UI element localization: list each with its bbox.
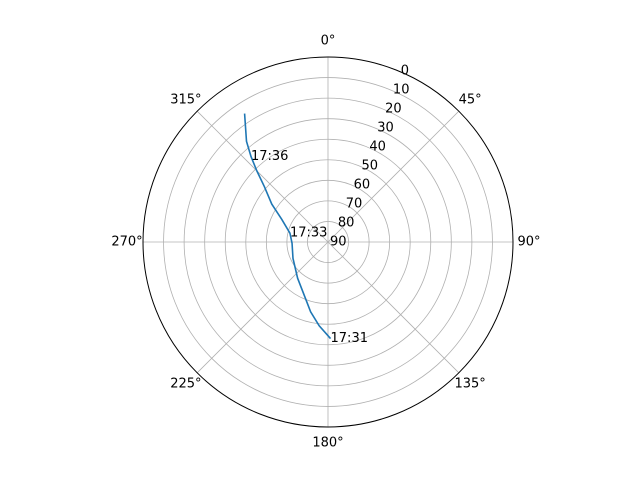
grid-spoke (196, 241, 329, 374)
r-tick-label: 20 (385, 102, 402, 117)
frame-layer (142, 56, 514, 428)
r-tick-label: 80 (338, 216, 355, 231)
theta-tick-label: 0° (321, 34, 336, 49)
series-layer (243, 113, 332, 340)
r-tick-label: 40 (369, 140, 386, 155)
theta-tick-label: 45° (459, 92, 482, 107)
grid-spoke (327, 241, 460, 374)
time-annotation: 17:36 (251, 149, 288, 164)
annotations: 17:31 17:33 17:36 (251, 149, 368, 346)
theta-tick-label: 90° (517, 235, 540, 250)
polar-frame (142, 56, 514, 428)
r-tick-label: 50 (361, 159, 378, 174)
time-annotation: 17:33 (290, 226, 327, 241)
grid-spoke (327, 110, 460, 243)
radial-tick-labels: 0 10 20 30 40 50 60 70 80 90 (330, 64, 409, 250)
theta-tick-label: 135° (454, 377, 485, 392)
r-tick-label: 70 (346, 197, 363, 212)
theta-tick-label: 225° (170, 377, 201, 392)
theta-tick-label: 270° (111, 235, 142, 250)
grid-spoke (196, 110, 329, 243)
series-line (243, 113, 332, 340)
r-tick-label: 30 (377, 121, 394, 136)
time-annotation: 17:31 (331, 331, 368, 346)
grid-layer (143, 57, 513, 427)
r-tick-label: 60 (354, 178, 371, 193)
r-tick-label: 0 (401, 64, 409, 79)
theta-tick-label: 180° (312, 436, 343, 451)
r-tick-label: 10 (393, 83, 410, 98)
r-tick-label: 90 (330, 235, 347, 250)
theta-tick-label: 315° (170, 92, 201, 107)
angular-tick-labels: 0° 45° 90° 135° 180° 225° 270° 315° (111, 34, 540, 451)
